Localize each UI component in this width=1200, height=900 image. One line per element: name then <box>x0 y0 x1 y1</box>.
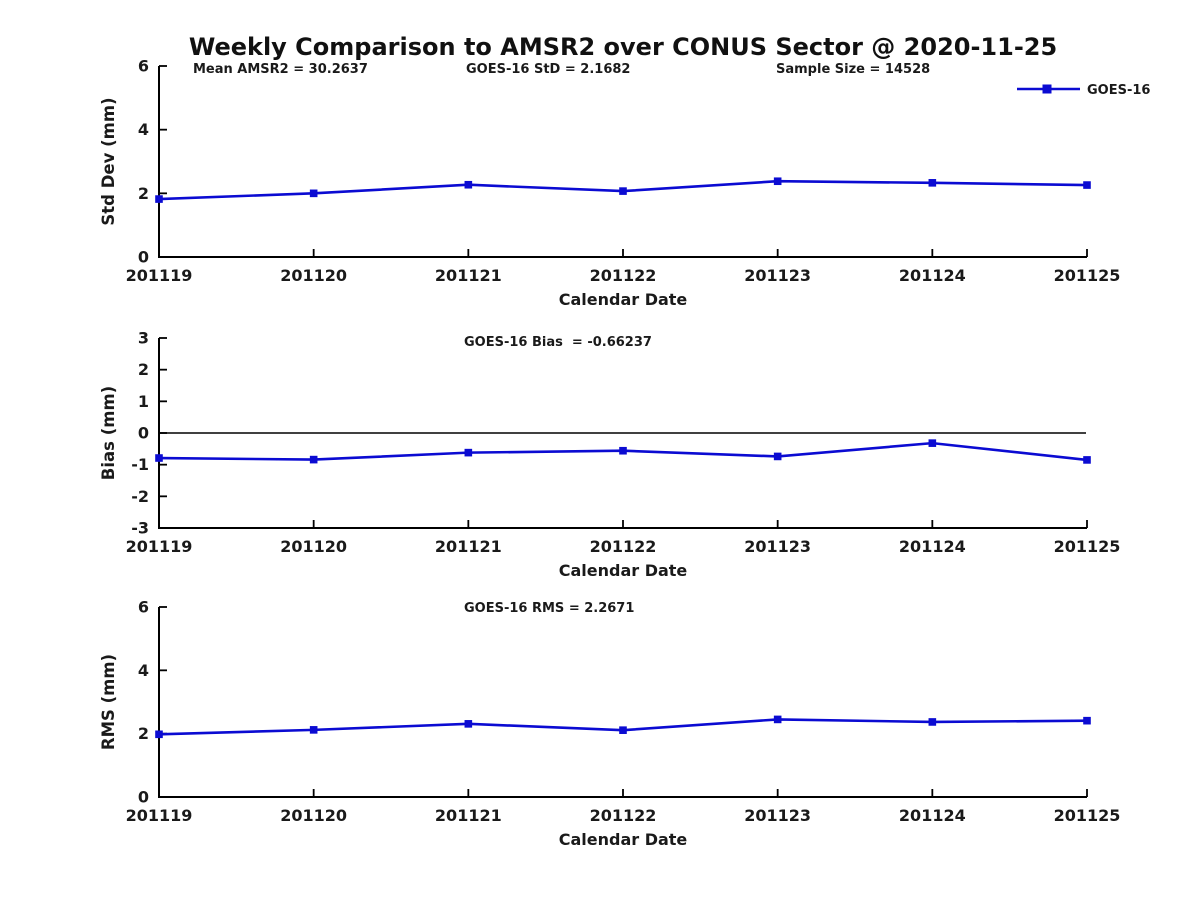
y-tick-label: 3 <box>138 329 149 348</box>
x-tick-label: 201124 <box>899 806 966 825</box>
y-tick-label: 6 <box>138 598 149 617</box>
y-tick-label: -3 <box>131 519 149 538</box>
data-point-marker <box>773 452 782 461</box>
x-tick-label: 201124 <box>899 537 966 556</box>
x-tick-label: 201125 <box>1054 537 1121 556</box>
stat-annotation: Mean AMSR2 = 30.2637 <box>193 62 368 77</box>
data-point-marker <box>309 189 318 198</box>
y-tick-label: 2 <box>138 360 149 379</box>
y-tick-label: 1 <box>138 392 149 411</box>
data-point-marker <box>928 439 937 447</box>
data-point-marker <box>619 446 627 455</box>
data-point-marker <box>1083 716 1091 725</box>
y-tick-label: 2 <box>138 724 149 743</box>
figure-title: Weekly Comparison to AMSR2 over CONUS Se… <box>188 33 1058 61</box>
data-point-marker <box>155 454 163 462</box>
y-tick-label: -1 <box>131 455 149 474</box>
y-tick-label: -2 <box>131 487 149 506</box>
subplot-rms: 0 2 4 6 201119 201120 201121 201122 201123 201124… <box>99 598 1120 850</box>
y-axis-label: Bias (mm) <box>99 386 118 480</box>
x-tick-label: 201122 <box>590 537 657 556</box>
legend-label: GOES-16 <box>1087 83 1150 98</box>
x-axis-label: Calendar Date <box>559 830 688 849</box>
x-tick-label: 201123 <box>744 266 811 285</box>
y-tick-label: 0 <box>138 248 149 267</box>
stat-annotation: GOES-16 Bias = -0.66237 <box>464 335 652 350</box>
data-point-marker <box>309 455 318 464</box>
y-tick-label: 4 <box>138 661 149 680</box>
stat-annotation: GOES-16 RMS = 2.2671 <box>464 601 634 616</box>
data-point-marker <box>464 180 473 189</box>
data-point-marker <box>155 195 163 203</box>
x-tick-label: 201123 <box>744 806 811 825</box>
data-point-marker <box>773 715 782 724</box>
x-tick-label: 201119 <box>126 537 193 556</box>
x-tick-label: 201120 <box>280 537 347 556</box>
x-tick-label: 201123 <box>744 537 811 556</box>
data-point-marker <box>928 179 937 187</box>
subplot-bias: -3 -2 -1 0 1 2 3 201119 201120 201121 201122 201123… <box>99 329 1120 581</box>
data-point-marker <box>773 177 782 186</box>
y-tick-label: 4 <box>138 120 149 139</box>
x-tick-label: 201122 <box>590 266 657 285</box>
stat-annotation: GOES-16 StD = 2.1682 <box>466 62 630 77</box>
data-point-marker <box>309 726 318 734</box>
subplot-std-dev: 0 2 4 6 201119 201120 201121 201122 201123 201124… <box>99 57 1150 310</box>
y-tick-label: 2 <box>138 184 149 203</box>
x-tick-label: 201121 <box>435 266 502 285</box>
data-point-marker <box>619 726 627 734</box>
y-axis-label: Std Dev (mm) <box>99 97 118 225</box>
data-point-marker <box>464 448 473 457</box>
y-tick-label: 0 <box>138 424 149 443</box>
legend: GOES-16 <box>1017 83 1150 98</box>
data-point-marker <box>1083 181 1091 189</box>
x-tick-label: 201121 <box>435 806 502 825</box>
x-tick-label: 201120 <box>280 806 347 825</box>
x-axis-label: Calendar Date <box>559 561 688 580</box>
y-tick-label: 0 <box>138 788 149 807</box>
data-point-marker <box>464 720 473 728</box>
x-axis-label: Calendar Date <box>559 290 688 309</box>
x-tick-label: 201124 <box>899 266 966 285</box>
x-tick-label: 201119 <box>126 266 193 285</box>
y-axis-label: RMS (mm) <box>99 654 118 750</box>
x-tick-label: 201121 <box>435 537 502 556</box>
x-tick-label: 201119 <box>126 806 193 825</box>
data-point-marker <box>928 718 937 726</box>
legend-marker <box>1042 84 1052 94</box>
x-tick-label: 201125 <box>1054 806 1121 825</box>
x-tick-label: 201122 <box>590 806 657 825</box>
data-point-marker <box>155 730 163 739</box>
x-tick-label: 201125 <box>1054 266 1121 285</box>
stat-annotation: Sample Size = 14528 <box>776 62 930 77</box>
x-tick-label: 201120 <box>280 266 347 285</box>
data-point-marker <box>619 187 627 195</box>
y-tick-label: 6 <box>138 57 149 76</box>
data-point-marker <box>1083 456 1091 464</box>
